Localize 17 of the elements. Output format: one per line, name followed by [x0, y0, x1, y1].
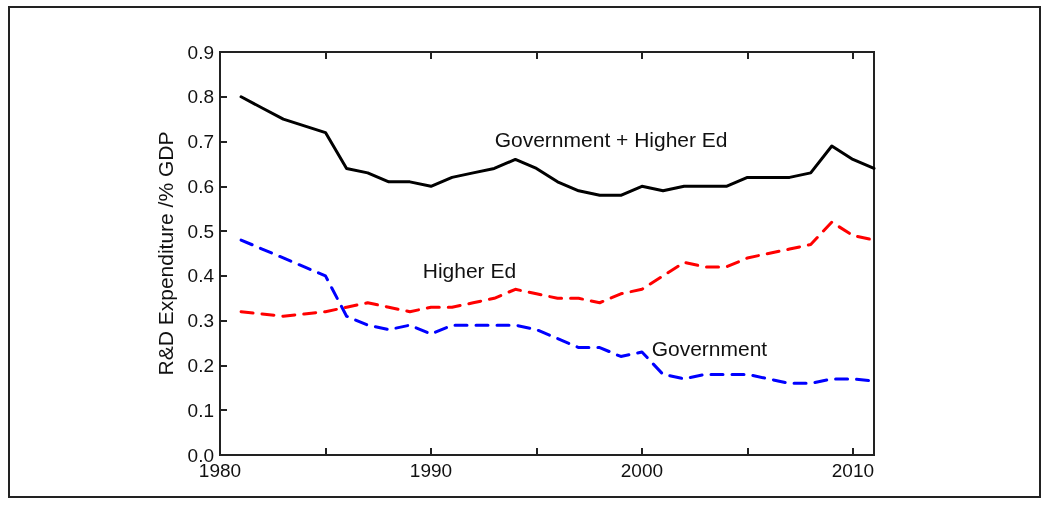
y-tick-label: 0.6: [187, 175, 214, 197]
y-tick-label: 0.5: [187, 220, 214, 242]
series-label: Government: [651, 337, 768, 361]
x-tick-label: 2000: [620, 460, 664, 481]
y-tick-label: 0.1: [187, 399, 214, 421]
y-axis-title: R&D Expenditure /% GDP: [154, 131, 177, 376]
series-label: Higher Ed: [422, 258, 517, 282]
y-tick-label: 0.4: [187, 265, 215, 287]
y-tick-label: 0.3: [187, 310, 214, 332]
x-tick-label: 2010: [831, 460, 875, 481]
y-tick-label: 0.2: [187, 354, 214, 376]
y-tick-label: 0.9: [187, 41, 214, 63]
y-tick-label: 0.7: [187, 131, 214, 153]
line-series: [239, 95, 876, 197]
y-tick-label: 0.8: [187, 86, 214, 108]
series-label: Government + Higher Ed: [494, 127, 728, 151]
x-tick-label: 1990: [409, 460, 453, 481]
